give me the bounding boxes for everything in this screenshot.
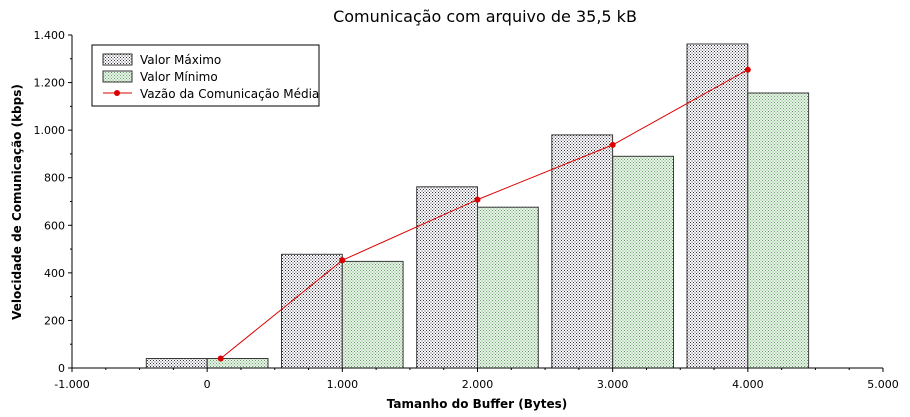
legend-swatch-min [102, 70, 133, 83]
bar-max-4 [686, 43, 749, 369]
bar-min-2 [477, 206, 539, 369]
bar-min-4 [747, 92, 810, 369]
legend: Valor Máximo Valor Mínimo Vazão da Comun… [91, 44, 320, 107]
bar-min-1 [341, 260, 404, 369]
legend-label-line: Vazão da Comunicação Média [140, 87, 319, 101]
x-tick-label-3: 2.000 [462, 378, 494, 391]
line-point-1 [339, 257, 346, 264]
y-tick-label-4: 800 [44, 172, 65, 185]
legend-label-max: Valor Máximo [140, 53, 221, 67]
x-tick-label-4: 3.000 [597, 378, 629, 391]
y-tick-label-0: 0 [58, 362, 65, 375]
line-point-4 [744, 66, 751, 73]
y-tick-label-5: 1.000 [34, 124, 66, 137]
bar-min-0 [206, 358, 269, 369]
y-tick-label-6: 1.200 [34, 77, 66, 90]
bar-max-1 [281, 253, 343, 369]
x-tick-label-2: 1.000 [327, 378, 359, 391]
y-axis-label: Velocidade de Comunicação (kbps) [10, 84, 24, 320]
y-tick-label-7: 1.400 [34, 29, 66, 42]
x-axis-label: Tamanho do Buffer (Bytes) [387, 397, 567, 411]
line-point-0 [217, 355, 224, 362]
x-tick-label-6: 5.000 [867, 378, 899, 391]
bar-min-3 [612, 155, 675, 369]
y-tick-label-1: 200 [44, 314, 65, 327]
y-tick-label-3: 600 [44, 219, 65, 232]
bar-max-0 [145, 358, 208, 369]
plot-area: 0 200 400 600 800 1.000 1.200 1.400 -1.000 0 1.000… [34, 29, 899, 391]
line-point-3 [609, 141, 616, 148]
chart-title: Comunicação com arquivo de 35,5 kB [333, 7, 637, 26]
bar-max-3 [551, 134, 614, 369]
bar-max-2 [416, 186, 479, 369]
y-tick-label-2: 400 [44, 267, 65, 280]
legend-swatch-max [102, 53, 133, 66]
x-tick-label-0: -1.000 [54, 378, 89, 391]
legend-swatch-marker [114, 90, 120, 96]
x-tick-label-1: 0 [204, 378, 211, 391]
line-point-2 [474, 196, 481, 203]
x-tick-label-5: 4.000 [732, 378, 764, 391]
legend-label-min: Valor Mínimo [140, 70, 218, 84]
